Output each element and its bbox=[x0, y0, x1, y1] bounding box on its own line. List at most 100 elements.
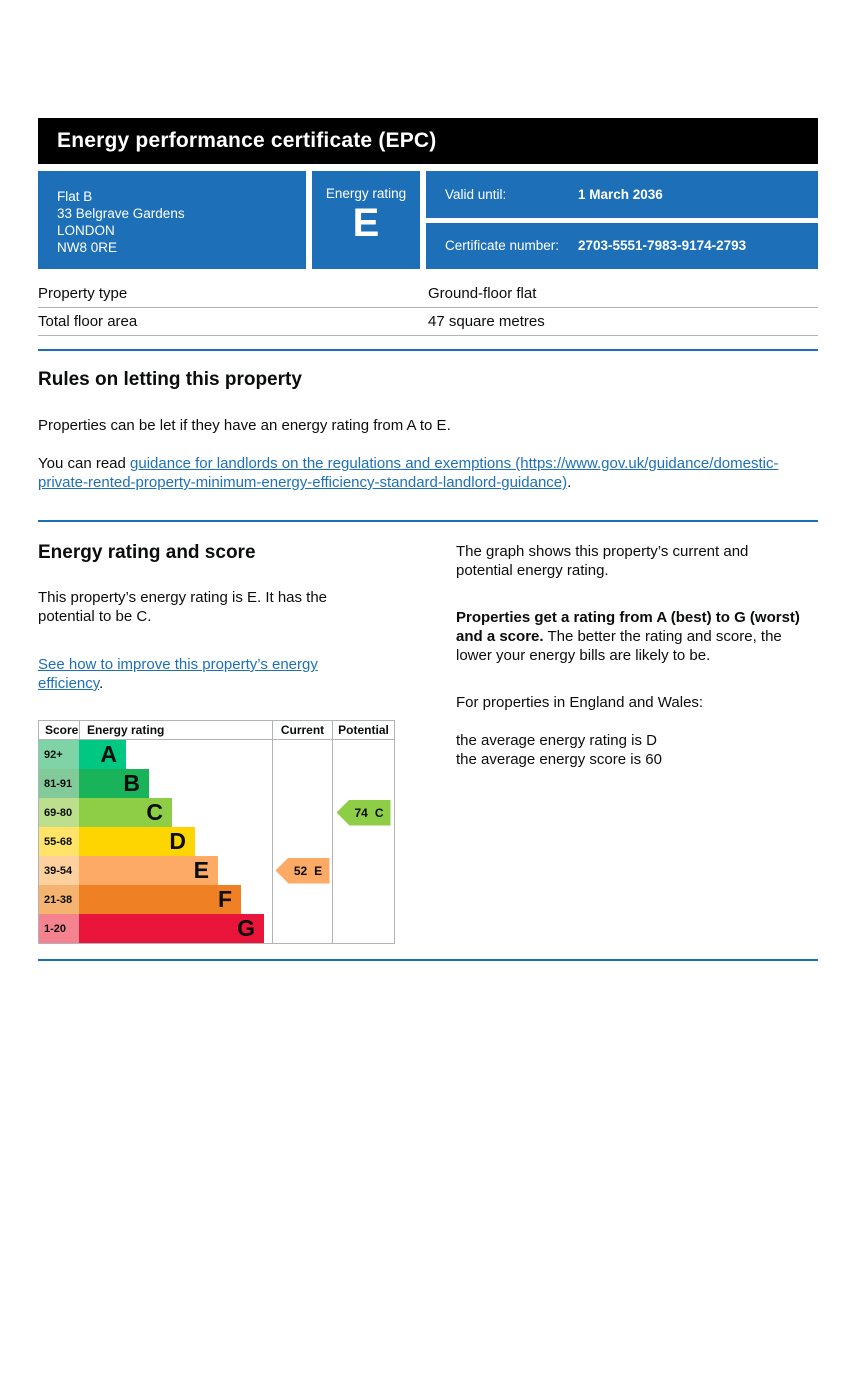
epc-band-row-f: 21-38 F bbox=[39, 885, 394, 914]
current-rating-cell-c bbox=[272, 798, 332, 827]
potential-rating-cell-d bbox=[332, 827, 394, 856]
band-bar-f: F bbox=[79, 885, 241, 914]
band-letter-b: B bbox=[123, 770, 140, 796]
band-bar-cell-a: A bbox=[79, 740, 272, 769]
rules-section: Rules on letting this property Propertie… bbox=[38, 369, 818, 492]
epc-band-row-a: 92+ A bbox=[39, 740, 394, 769]
potential-letter: C bbox=[374, 805, 384, 820]
guidance-text-prefix: You can read bbox=[38, 455, 131, 472]
rating-right-column: The graph shows this property’s current … bbox=[456, 542, 810, 944]
improve-link-suffix: . bbox=[99, 675, 104, 692]
current-rating-cell-e: 52 E bbox=[272, 856, 332, 885]
band-bar-g: G bbox=[79, 914, 264, 943]
band-score-range-d: 55-68 bbox=[39, 827, 79, 856]
band-letter-c: C bbox=[146, 799, 163, 825]
rating-heading: Energy rating and score bbox=[38, 542, 256, 563]
chart-header-current: Current bbox=[272, 721, 332, 739]
improve-paragraph: See how to improve this property’s energ… bbox=[38, 655, 340, 693]
address-line-3: LONDON bbox=[57, 223, 115, 238]
certificate-number-value: 2703-5551-7983-9174-2793 bbox=[578, 238, 747, 254]
energy-rating-label: Energy rating bbox=[325, 186, 407, 201]
current-rating-cell-a bbox=[272, 740, 332, 769]
band-letter-f: F bbox=[217, 886, 232, 912]
valid-until-box: Valid until: 1 March 2036 bbox=[426, 171, 818, 218]
current-rating-cell-f bbox=[272, 885, 332, 914]
band-letter-d: D bbox=[169, 828, 186, 854]
band-score-range-b: 81-91 bbox=[39, 769, 79, 798]
epc-band-row-b: 81-91 B bbox=[39, 769, 394, 798]
page-header-banner: Energy performance certificate (EPC) bbox=[38, 118, 818, 164]
valid-until-value: 1 March 2036 bbox=[578, 186, 663, 202]
band-bar-cell-f: F bbox=[79, 885, 272, 914]
property-address-box: Flat B 33 Belgrave Gardens LONDON NW8 0R… bbox=[38, 171, 306, 269]
rating-summary-paragraph: This property’s energy rating is E. It h… bbox=[38, 589, 328, 625]
current-rating-cell-b bbox=[272, 769, 332, 798]
band-score-range-a: 92+ bbox=[39, 740, 79, 769]
page-title: Energy performance certificate (EPC) bbox=[57, 129, 437, 152]
averages-paragraph: the average energy rating is D the avera… bbox=[456, 731, 810, 769]
chart-header-score: Score bbox=[45, 723, 79, 737]
certificate-page: Energy performance certificate (EPC) Fla… bbox=[38, 118, 818, 961]
graph-description-paragraph: The graph shows this property’s current … bbox=[456, 543, 749, 579]
potential-rating-cell-a bbox=[332, 740, 394, 769]
section-divider bbox=[38, 520, 818, 522]
rating-explanation-rest: The better the rating and score, the low… bbox=[456, 628, 782, 664]
band-letter-e: E bbox=[193, 857, 209, 883]
potential-rating-arrow: 74 C bbox=[336, 799, 391, 826]
band-bar-cell-e: E bbox=[79, 856, 272, 885]
epc-band-row-d: 55-68 D bbox=[39, 827, 394, 856]
table-row: Property type Ground-floor flat bbox=[38, 280, 818, 308]
guidance-text-suffix: . bbox=[567, 474, 572, 491]
rating-explanation-bold: Properties get a rating from A (best) to… bbox=[456, 609, 800, 645]
rating-left-column: Energy rating and score This property’s … bbox=[38, 542, 410, 944]
current-rating-arrow: 52 E bbox=[275, 857, 330, 884]
energy-rating-section: Energy rating and score This property’s … bbox=[38, 542, 818, 944]
section-divider bbox=[38, 349, 818, 351]
band-bar-d: D bbox=[79, 827, 195, 856]
landlord-guidance-link[interactable]: guidance for landlords on the regulation… bbox=[38, 455, 779, 491]
rules-heading: Rules on letting this property bbox=[38, 369, 302, 390]
property-facts-table: Property type Ground-floor flat Total fl… bbox=[38, 280, 818, 336]
chart-header-energy-rating: Energy rating bbox=[79, 721, 272, 739]
improve-efficiency-link[interactable]: See how to improve this property’s energ… bbox=[38, 656, 318, 692]
rules-guidance-paragraph: You can read guidance for landlords on t… bbox=[38, 454, 818, 492]
band-score-range-c: 69-80 bbox=[39, 798, 79, 827]
epc-band-row-g: 1-20 G bbox=[39, 914, 394, 943]
energy-rating-box: Energy rating E bbox=[312, 171, 420, 269]
epc-band-row-c: 69-80 C 74 C bbox=[39, 798, 394, 827]
valid-until-label: Valid until: bbox=[445, 186, 507, 202]
band-bar-e: E bbox=[79, 856, 218, 885]
potential-rating-cell-e bbox=[332, 856, 394, 885]
band-score-range-e: 39-54 bbox=[39, 856, 79, 885]
band-bar-cell-g: G bbox=[79, 914, 272, 943]
potential-rating-cell-c: 74 C bbox=[332, 798, 394, 827]
potential-score: 74 bbox=[354, 805, 368, 820]
certificate-summary: Flat B 33 Belgrave Gardens LONDON NW8 0R… bbox=[38, 171, 818, 269]
epc-rating-chart: Score Energy rating Current Potential 92… bbox=[38, 720, 395, 944]
band-bar-b: B bbox=[79, 769, 149, 798]
address-line-2: 33 Belgrave Gardens bbox=[57, 206, 185, 221]
potential-rating-cell-f bbox=[332, 885, 394, 914]
band-bar-c: C bbox=[79, 798, 172, 827]
address-line-1: Flat B bbox=[57, 189, 93, 204]
current-rating-cell-d bbox=[272, 827, 332, 856]
current-rating-cell-g bbox=[272, 914, 332, 943]
address-line-4: NW8 0RE bbox=[57, 240, 118, 255]
potential-rating-cell-b bbox=[332, 769, 394, 798]
band-bar-cell-c: C bbox=[79, 798, 272, 827]
epc-band-row-e: 39-54 E 52 E bbox=[39, 856, 394, 885]
band-letter-g: G bbox=[237, 915, 255, 941]
average-score-line: the average energy score is 60 bbox=[456, 751, 662, 768]
validity-column: Valid until: 1 March 2036 Certificate nu… bbox=[426, 171, 818, 269]
epc-chart-header: Score Energy rating Current Potential bbox=[39, 721, 394, 740]
total-floor-area-value: 47 square metres bbox=[428, 313, 545, 330]
epc-chart-rows: 92+ A 81-91 B 69-80 C 74 C 55-68 D 39-54 E 52 E 21-38 F… bbox=[39, 740, 394, 943]
property-type-label: Property type bbox=[38, 285, 128, 302]
potential-rating-cell-g bbox=[332, 914, 394, 943]
band-bar-a: A bbox=[79, 740, 126, 769]
current-letter: E bbox=[314, 863, 323, 878]
rules-paragraph: Properties can be let if they have an en… bbox=[38, 417, 451, 434]
total-floor-area-label: Total floor area bbox=[38, 313, 138, 330]
band-bar-cell-d: D bbox=[79, 827, 272, 856]
england-wales-paragraph: For properties in England and Wales: bbox=[456, 694, 704, 711]
